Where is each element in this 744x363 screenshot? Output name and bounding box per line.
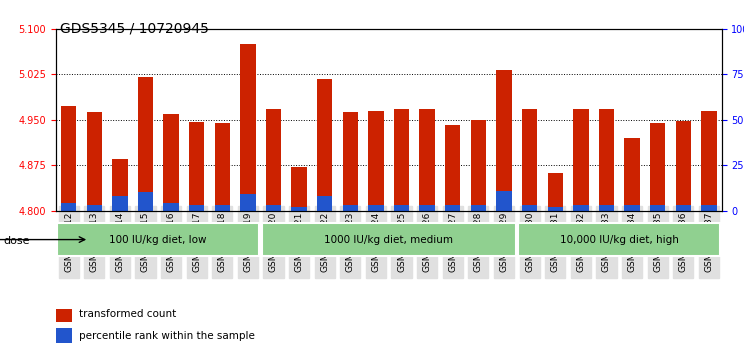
Bar [343, 205, 358, 211]
Bar [522, 109, 537, 211]
Bar [368, 205, 384, 211]
Bar [240, 194, 256, 211]
Bar [189, 205, 205, 211]
Bar [266, 205, 281, 211]
Bar [61, 203, 77, 211]
Bar [292, 167, 307, 211]
Bar [240, 44, 256, 211]
Bar [420, 109, 434, 211]
Bar [624, 138, 640, 211]
Bar [624, 205, 640, 211]
Bar [189, 122, 205, 211]
Bar [56, 306, 72, 322]
Bar [214, 205, 230, 211]
Bar [394, 109, 409, 211]
Bar [394, 205, 409, 211]
Bar [676, 121, 691, 211]
Bar [599, 109, 614, 211]
Text: GDS5345 / 10720945: GDS5345 / 10720945 [60, 22, 208, 36]
Bar [701, 205, 716, 211]
Bar [317, 79, 333, 211]
Bar [164, 203, 179, 211]
Bar [573, 109, 589, 211]
Bar [573, 205, 589, 211]
Text: 10,000 IU/kg diet, high: 10,000 IU/kg diet, high [559, 234, 679, 245]
Bar [86, 112, 102, 211]
Bar [368, 111, 384, 211]
Text: transformed count: transformed count [79, 309, 176, 319]
Bar [650, 123, 665, 211]
FancyBboxPatch shape [262, 223, 516, 256]
Bar [292, 207, 307, 211]
Bar [138, 77, 153, 211]
Bar [164, 114, 179, 211]
Bar [343, 112, 358, 211]
Bar [420, 205, 434, 211]
Bar [61, 106, 77, 211]
Bar [471, 120, 486, 211]
Bar [496, 191, 512, 211]
Bar [548, 173, 563, 211]
FancyBboxPatch shape [57, 223, 260, 256]
Bar [56, 328, 72, 343]
Bar [445, 125, 461, 211]
Text: percentile rank within the sample: percentile rank within the sample [79, 331, 255, 341]
Bar [86, 205, 102, 211]
Text: 100 IU/kg diet, low: 100 IU/kg diet, low [109, 234, 207, 245]
Bar [599, 205, 614, 211]
Bar [650, 205, 665, 211]
Bar [112, 196, 127, 211]
Bar [317, 196, 333, 211]
Bar [522, 205, 537, 211]
Text: 1000 IU/kg diet, medium: 1000 IU/kg diet, medium [324, 234, 453, 245]
Bar [676, 205, 691, 211]
Bar [471, 205, 486, 211]
Text: dose: dose [4, 236, 31, 246]
Bar [548, 207, 563, 211]
Bar [112, 159, 127, 211]
Bar [214, 123, 230, 211]
Bar [266, 109, 281, 211]
Bar [701, 111, 716, 211]
Bar [496, 70, 512, 211]
Bar [138, 192, 153, 211]
Bar [445, 205, 461, 211]
FancyBboxPatch shape [518, 223, 720, 256]
